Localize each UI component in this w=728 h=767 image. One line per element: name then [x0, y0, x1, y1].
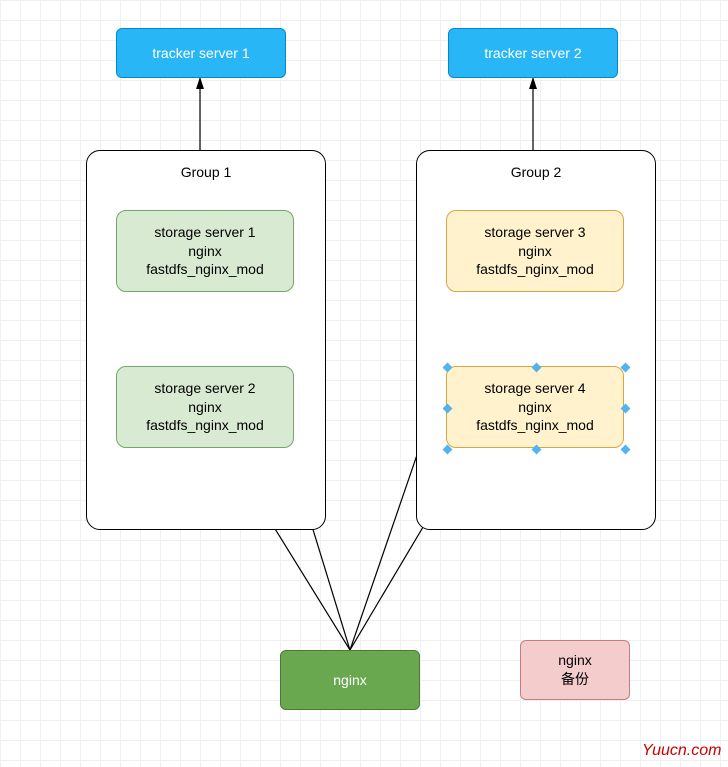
watermark-text: Yuucn.com	[642, 742, 721, 760]
group-1-title: Group 1	[87, 163, 325, 182]
group-1: Group 1	[86, 150, 326, 530]
tracker-server-1: tracker server 1	[116, 28, 286, 78]
storage-server-4[interactable]: storage server 4 nginx fastdfs_nginx_mod	[446, 366, 624, 448]
storage-4-line-1: nginx	[518, 398, 551, 417]
nginx-backup-line-0: nginx	[558, 651, 591, 670]
storage-1-line-2: fastdfs_nginx_mod	[146, 260, 264, 279]
nginx-main-label: nginx	[333, 671, 366, 690]
storage-server-2: storage server 2 nginx fastdfs_nginx_mod	[116, 366, 294, 448]
storage-server-3: storage server 3 nginx fastdfs_nginx_mod	[446, 210, 624, 292]
storage-3-line-0: storage server 3	[484, 223, 585, 242]
storage-4-line-0: storage server 4	[484, 379, 585, 398]
tracker-1-label: tracker server 1	[152, 44, 249, 63]
storage-1-line-0: storage server 1	[154, 223, 255, 242]
group-2-title: Group 2	[417, 163, 655, 182]
storage-3-line-2: fastdfs_nginx_mod	[476, 260, 594, 279]
nginx-backup-line-1: 备份	[561, 670, 589, 689]
storage-4-line-2: fastdfs_nginx_mod	[476, 416, 594, 435]
tracker-2-label: tracker server 2	[484, 44, 581, 63]
diagram-canvas: tracker server 1 tracker server 2 Group …	[0, 0, 728, 767]
storage-1-line-1: nginx	[188, 242, 221, 261]
storage-3-line-1: nginx	[518, 242, 551, 261]
tracker-server-2: tracker server 2	[448, 28, 618, 78]
storage-2-line-0: storage server 2	[154, 379, 255, 398]
storage-2-line-2: fastdfs_nginx_mod	[146, 416, 264, 435]
group-2: Group 2	[416, 150, 656, 530]
nginx-main: nginx	[280, 650, 420, 710]
nginx-backup: nginx 备份	[520, 640, 630, 700]
storage-2-line-1: nginx	[188, 398, 221, 417]
storage-server-1: storage server 1 nginx fastdfs_nginx_mod	[116, 210, 294, 292]
